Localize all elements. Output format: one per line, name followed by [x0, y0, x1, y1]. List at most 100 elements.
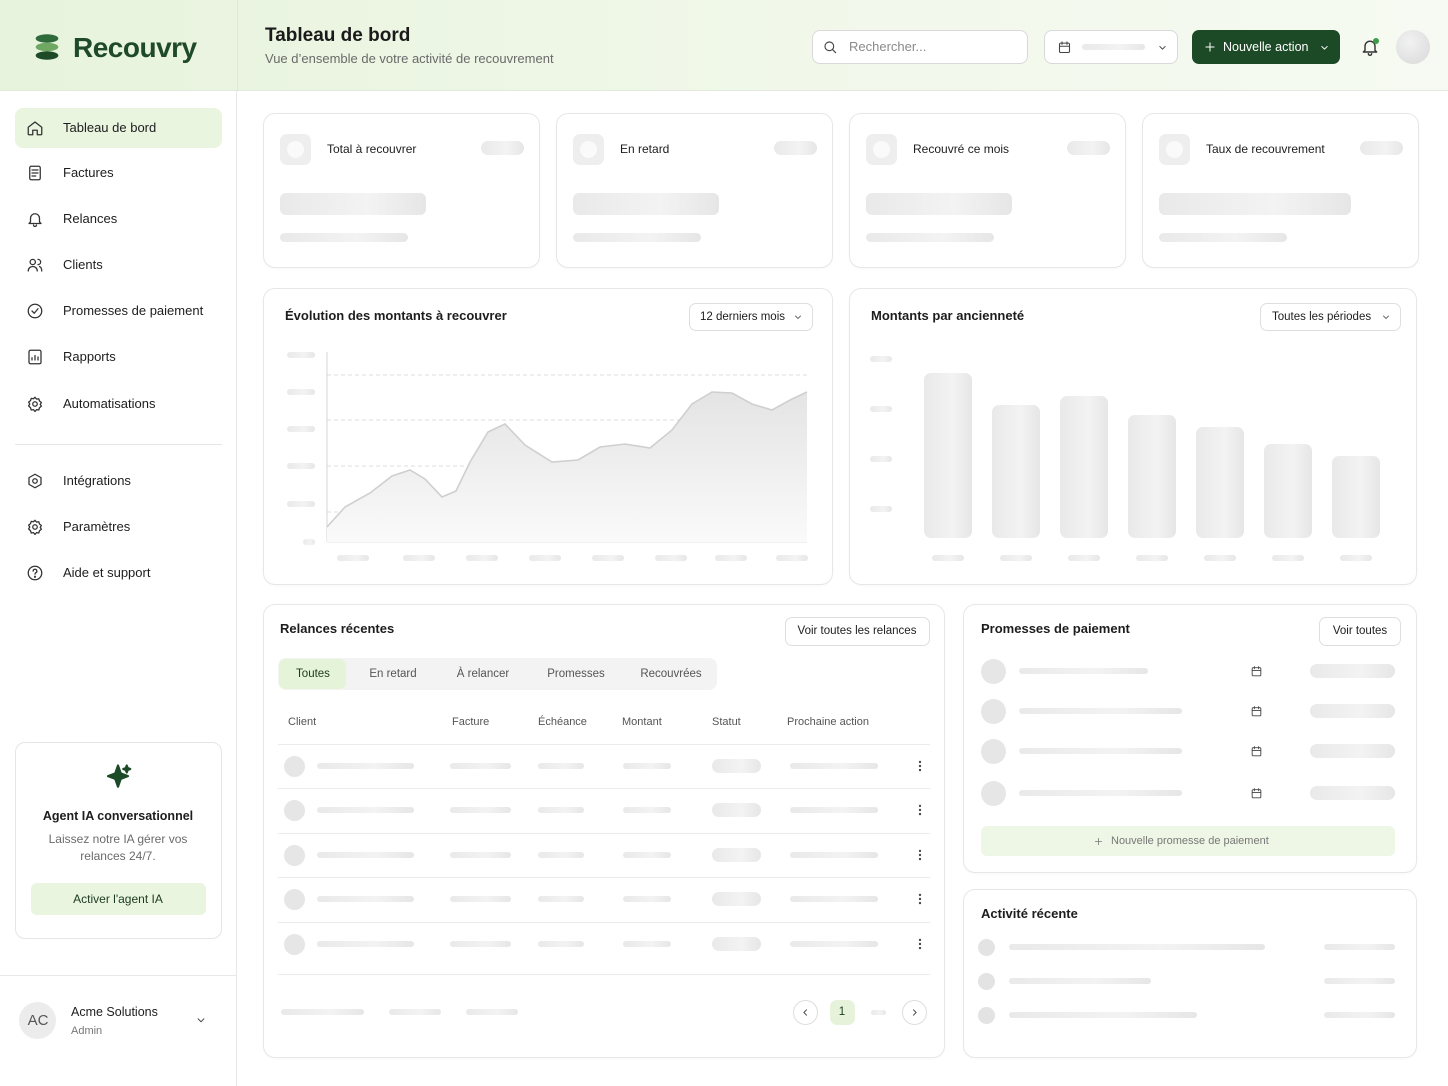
agent-button[interactable] — [31, 883, 206, 915]
chart-filter[interactable] — [1260, 303, 1401, 331]
account-avatar — [19, 1002, 56, 1039]
notifications — [1362, 40, 1378, 56]
row-divider — [278, 833, 930, 834]
agent-title: Agent IA conversationnel — [42, 809, 194, 823]
tab[interactable]: Promesses — [547, 668, 605, 680]
page-number: 1 — [838, 1006, 846, 1018]
skeleton — [403, 555, 435, 561]
view-all-label: Voir toutes — [1332, 625, 1388, 637]
column-header: Client — [288, 716, 317, 728]
skeleton — [924, 373, 972, 538]
skeleton — [538, 941, 584, 947]
row-divider — [278, 877, 930, 878]
skeleton — [1324, 1012, 1395, 1018]
skeleton-avatar — [978, 1007, 995, 1024]
skeleton — [1009, 944, 1265, 950]
activity-card — [963, 889, 1417, 1058]
search-box[interactable] — [812, 30, 1028, 64]
nav-icon — [29, 165, 41, 181]
view-all-button[interactable] — [1319, 617, 1401, 646]
plus-icon — [1094, 837, 1102, 845]
skeleton — [538, 896, 584, 902]
tab[interactable]: En retard — [369, 668, 417, 680]
nav-divider — [15, 444, 222, 445]
skeleton — [466, 555, 498, 561]
page-subtitle: Vue d’ensemble de votre activité de reco… — [265, 51, 554, 66]
skeleton-avatar — [284, 756, 305, 777]
brand: Recouvry — [73, 32, 197, 63]
nav-icon — [28, 213, 42, 228]
card-title: Relances récentes — [280, 621, 395, 636]
search-icon — [824, 41, 837, 54]
nav-item[interactable]: Automatisations — [63, 396, 156, 411]
tab[interactable]: Recouvrées — [640, 668, 702, 680]
skeleton — [281, 1009, 364, 1015]
page-prev[interactable] — [793, 1000, 818, 1025]
skeleton-avatar — [284, 800, 305, 821]
nav-item[interactable]: Factures — [63, 165, 114, 180]
chevron — [1320, 45, 1328, 50]
kpi-label: En retard — [620, 142, 670, 156]
skeleton — [712, 759, 761, 773]
view-all-label: Voir toutes les relances — [797, 625, 917, 637]
nav-item[interactable]: Paramètres — [63, 519, 131, 534]
skeleton-avatar — [981, 781, 1006, 806]
skeleton — [1000, 555, 1032, 561]
row-menu — [918, 938, 922, 950]
tab[interactable]: Toutes — [296, 668, 330, 680]
nav-item[interactable]: Relances — [63, 211, 118, 226]
nav-icon — [28, 473, 42, 489]
nav-item[interactable]: Intégrations — [63, 473, 131, 488]
kpi-icon-dot — [1166, 141, 1183, 158]
skeleton — [870, 506, 892, 512]
account-name[interactable]: Acme Solutions — [71, 1005, 158, 1019]
nav-item[interactable]: Promesses de paiement — [63, 303, 204, 318]
skeleton — [287, 463, 315, 469]
nav-item[interactable]: Rapports — [63, 349, 116, 364]
logo-icon — [35, 34, 59, 60]
skeleton — [1340, 555, 1372, 561]
nav-item[interactable]: Clients — [63, 257, 103, 272]
skeleton — [1310, 664, 1395, 678]
add-promise-button[interactable] — [981, 826, 1395, 856]
skeleton — [317, 763, 414, 769]
account-divider — [0, 975, 237, 976]
nav-icon — [27, 565, 43, 581]
tab[interactable]: À relancer — [456, 668, 510, 680]
nav-item[interactable]: Tableau de bord — [63, 120, 157, 135]
skeleton — [790, 852, 878, 858]
row-divider — [278, 974, 930, 975]
skeleton — [790, 807, 878, 813]
skeleton — [466, 1009, 518, 1015]
skeleton-avatar — [284, 934, 305, 955]
skeleton — [1310, 744, 1395, 758]
nav-icon — [27, 519, 43, 536]
page-current[interactable] — [830, 1000, 855, 1025]
kpi-icon-dot — [873, 141, 890, 158]
nav-item[interactable]: Aide et support — [63, 565, 151, 580]
row-divider — [278, 922, 930, 923]
skeleton — [1136, 555, 1168, 561]
row-menu — [918, 893, 922, 905]
view-all-button[interactable] — [785, 617, 930, 646]
new-action-button[interactable] — [1192, 30, 1340, 64]
skeleton — [1272, 555, 1304, 561]
chevron — [1158, 45, 1166, 50]
nav-icon — [27, 121, 43, 136]
skeleton — [1360, 141, 1403, 155]
skeleton — [870, 406, 892, 412]
skeleton — [992, 405, 1040, 538]
row-menu — [918, 849, 922, 861]
skeleton — [1204, 555, 1236, 561]
skeleton — [1019, 668, 1148, 674]
skeleton — [712, 848, 761, 862]
skeleton — [538, 852, 584, 858]
skeleton — [450, 852, 511, 858]
chart-filter[interactable] — [689, 303, 813, 331]
skeleton — [932, 555, 964, 561]
agent-description: Laissez notre IA gérer vos relances 24/7… — [48, 832, 188, 863]
page-next[interactable] — [902, 1000, 927, 1025]
user-avatar[interactable] — [1396, 30, 1430, 64]
skeleton — [317, 807, 414, 813]
account-role: Admin — [71, 1025, 103, 1037]
